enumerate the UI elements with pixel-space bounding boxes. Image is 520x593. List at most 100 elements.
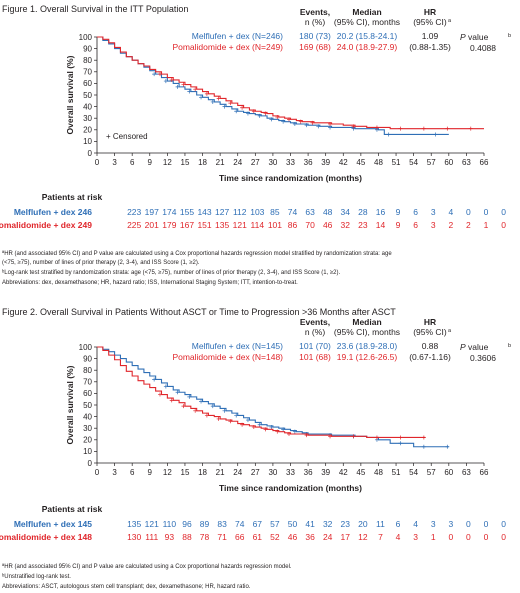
censor-mark [222, 104, 227, 109]
y-axis-label: Overall survival (%) [65, 55, 75, 134]
risk-value: 89 [200, 519, 210, 529]
risk-value: 23 [358, 220, 368, 230]
events-value: 101 (68) [299, 352, 331, 362]
censor-mark [398, 441, 403, 446]
x-tick-label: 30 [268, 468, 277, 477]
censor-mark [421, 444, 426, 449]
risk-row-label-blue: Melflufen + dex 145 [14, 519, 92, 529]
risk-value: 23 [341, 519, 351, 529]
figure-1: Figure 1. Overall Survival in the ITT Po… [0, 4, 511, 286]
risk-value: 225 [127, 220, 141, 230]
x-tick-label: 3 [112, 158, 117, 167]
censor-mark [275, 429, 280, 434]
risk-value: 0 [501, 220, 506, 230]
median-header-sub: (95% CI), months [334, 17, 400, 27]
risk-value: 3 [431, 207, 436, 217]
risk-value: 41 [305, 519, 315, 529]
y-tick-label: 0 [88, 149, 93, 158]
x-tick-label: 45 [356, 468, 365, 477]
y-tick-label: 30 [83, 114, 92, 123]
censor-mark [204, 413, 209, 418]
risk-value: 46 [323, 220, 333, 230]
censor-mark [204, 91, 209, 96]
risk-value: 61 [253, 532, 263, 542]
risk-row-label-red: Pomalidomide + dex 249 [0, 220, 92, 230]
hr-header: HR [424, 317, 436, 327]
events-header: Events, [300, 7, 330, 17]
risk-value: 67 [253, 519, 263, 529]
censor-mark [175, 84, 180, 89]
x-tick-label: 18 [198, 468, 207, 477]
censor-mark [158, 392, 162, 397]
risk-value: 135 [127, 519, 141, 529]
p-value: 0.4088 [470, 43, 496, 53]
risk-value: 1 [484, 220, 489, 230]
x-tick-label: 21 [216, 468, 225, 477]
legend-blue: Melflufen + dex (N=145) [192, 341, 283, 351]
risk-value: 63 [305, 207, 315, 217]
risk-value: 14 [376, 220, 386, 230]
hr-header-sub: (95% CI) [413, 327, 447, 337]
x-tick-label: 60 [444, 468, 453, 477]
censor-mark [210, 99, 215, 104]
footnote: ªHR (and associated 95% CI) and P value … [2, 250, 392, 257]
censor-mark [304, 123, 309, 128]
censor-mark [292, 429, 297, 434]
x-tick-label: 48 [374, 158, 383, 167]
median-header-sub: (95% CI), months [334, 327, 400, 337]
censor-mark [199, 95, 204, 100]
y-tick-label: 60 [83, 389, 92, 398]
risk-value: 0 [501, 207, 506, 217]
risk-value: 48 [323, 207, 333, 217]
y-tick-label: 80 [83, 56, 92, 65]
censor-mark [316, 124, 321, 129]
hr-header-sup: a [448, 18, 452, 24]
events-value: 180 (73) [299, 31, 331, 41]
hr-header-sub: (95% CI) [413, 17, 447, 27]
risk-value: 135 [215, 220, 229, 230]
x-tick-label: 51 [392, 158, 401, 167]
x-tick-label: 66 [480, 468, 489, 477]
censor-mark [169, 77, 174, 82]
footnote: ªHR (and associated 95% CI) and P value … [2, 563, 292, 570]
risk-value: 0 [466, 532, 471, 542]
median-value: 20.2 (15.8-24.1) [337, 31, 398, 41]
p-letter: P [460, 32, 466, 42]
footnote: Abbreviations: dex, dexamethasone; HR, h… [2, 280, 298, 286]
risk-value: 0 [466, 207, 471, 217]
risk-value: 0 [501, 519, 506, 529]
risk-value: 127 [215, 207, 229, 217]
risk-value: 155 [180, 207, 194, 217]
censor-mark [281, 427, 286, 432]
censor-mark [398, 126, 403, 131]
risk-value: 114 [251, 220, 265, 230]
y-tick-label: 60 [83, 79, 92, 88]
x-tick-label: 33 [286, 158, 295, 167]
risk-value: 197 [145, 207, 159, 217]
censor-mark [298, 119, 303, 124]
x-tick-label: 63 [462, 468, 471, 477]
risk-value: 74 [288, 207, 298, 217]
risk-value: 130 [127, 532, 141, 542]
risk-table-title: Patients at risk [42, 192, 103, 202]
censor-mark [263, 111, 268, 116]
risk-value: 11 [376, 519, 385, 529]
risk-value: 223 [127, 207, 141, 217]
censor-mark [234, 109, 239, 114]
censor-mark [181, 404, 186, 409]
x-tick-label: 60 [444, 158, 453, 167]
risk-row-label-blue: Melflufen + dex 246 [14, 207, 92, 217]
censor-mark [292, 122, 297, 126]
risk-value: 9 [396, 220, 401, 230]
footnote: Abbreviations: ASCT, autologous stem cel… [2, 584, 251, 590]
x-tick-label: 66 [480, 158, 489, 167]
x-tick-label: 6 [130, 468, 135, 477]
censor-mark [163, 384, 168, 389]
x-tick-label: 36 [304, 468, 313, 477]
y-tick-label: 80 [83, 366, 92, 375]
x-tick-label: 42 [339, 158, 348, 167]
p-value: 0.3606 [470, 353, 496, 363]
censor-mark [193, 87, 198, 92]
risk-value: 2 [448, 220, 453, 230]
